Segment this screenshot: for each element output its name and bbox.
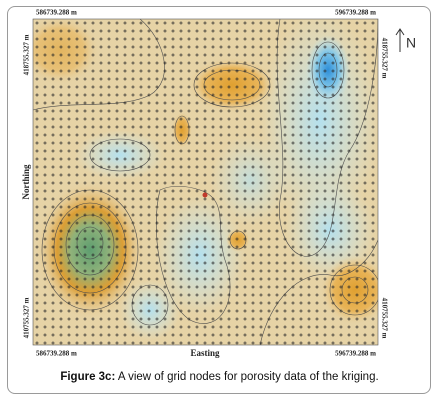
contour bbox=[155, 185, 231, 324]
figure-frame bbox=[7, 6, 431, 394]
north-arrow-head bbox=[395, 28, 405, 36]
contour bbox=[53, 202, 127, 294]
sample-point bbox=[202, 192, 208, 198]
coord-label: 596739.288 m bbox=[335, 9, 376, 17]
caption-label: Figure 3c: bbox=[60, 371, 116, 383]
contour bbox=[259, 239, 378, 345]
contour bbox=[89, 138, 151, 172]
coord-label: 418755.327 m bbox=[380, 38, 388, 79]
coord-label: 410755.327 m bbox=[23, 297, 31, 338]
y-axis-label: Northing bbox=[21, 164, 31, 200]
x-axis-label: Easting bbox=[190, 348, 220, 358]
contour bbox=[203, 69, 261, 101]
caption: Figure 3c: A view of grid nodes for poro… bbox=[0, 371, 439, 383]
caption-text: A view of grid nodes for porosity data o… bbox=[117, 371, 379, 383]
contour bbox=[65, 214, 115, 276]
high-zone bbox=[320, 255, 378, 325]
high-zone bbox=[172, 112, 192, 148]
coord-label: 410755.327 m bbox=[380, 298, 388, 339]
contour bbox=[318, 52, 338, 88]
high-zone bbox=[226, 228, 250, 252]
low-zone bbox=[155, 195, 245, 315]
contour bbox=[76, 226, 104, 260]
contour bbox=[41, 189, 139, 311]
coord-label: 596739.288 m bbox=[335, 350, 376, 358]
low-zone bbox=[75, 130, 165, 180]
contour bbox=[193, 62, 271, 108]
high-zone bbox=[187, 57, 277, 113]
min-zone bbox=[306, 35, 350, 105]
contour bbox=[174, 115, 190, 145]
contour bbox=[311, 41, 345, 99]
contour bbox=[276, 19, 378, 257]
north-label: N bbox=[406, 35, 416, 51]
max-zone bbox=[35, 180, 145, 320]
contour bbox=[341, 276, 369, 304]
high-zone bbox=[33, 19, 100, 85]
low-zone bbox=[210, 135, 290, 225]
coord-label: 586739.288 m bbox=[36, 9, 77, 17]
coord-label: 586739.288 m bbox=[36, 350, 77, 358]
coord-label: 418755.327 m bbox=[23, 34, 31, 75]
contour bbox=[131, 284, 169, 326]
grid-nodes bbox=[35, 21, 375, 345]
porosity-surface bbox=[33, 19, 378, 345]
map-border bbox=[32, 18, 379, 346]
contour bbox=[329, 264, 378, 316]
